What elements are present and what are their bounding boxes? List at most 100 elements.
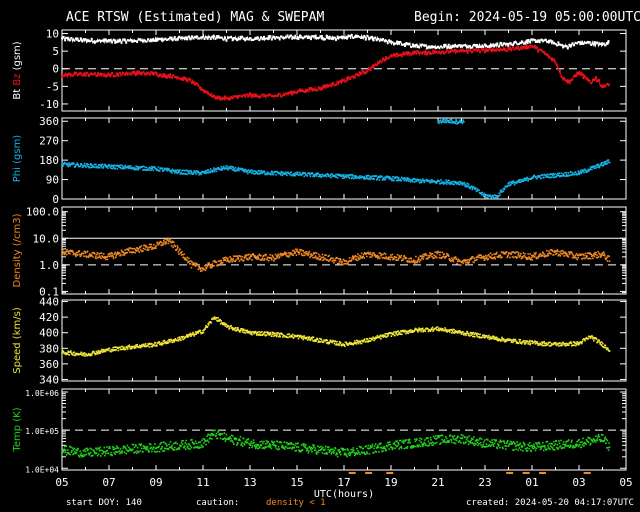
series-point-phi-upper: [449, 119, 451, 121]
series-point-phi: [316, 173, 319, 175]
series-point-phi: [237, 168, 239, 171]
series-point-phi: [512, 182, 514, 184]
series-point-phi-upper: [437, 119, 439, 122]
series-point-density: [582, 253, 585, 256]
series-point-phi: [263, 170, 266, 173]
series-point-density: [402, 257, 405, 260]
series-point-density: [319, 258, 322, 260]
series-point-phi: [537, 175, 540, 177]
series-point-bt: [576, 42, 579, 45]
series-point-phi: [351, 176, 354, 179]
series-point-phi: [443, 183, 445, 185]
series-point-temp: [253, 444, 256, 447]
series-point-speed: [533, 341, 536, 343]
series-point-speed: [95, 353, 97, 355]
series-point-density: [506, 255, 509, 258]
series-point-speed: [148, 346, 150, 348]
series-point-speed: [328, 341, 331, 344]
series-point-density: [318, 258, 321, 261]
series-point-temp: [173, 446, 176, 449]
series-point-temp: [134, 451, 136, 453]
series-point-temp: [273, 441, 276, 443]
series-point-speed: [287, 336, 289, 339]
series-point-temp: [367, 444, 370, 447]
series-point-temp: [311, 450, 313, 453]
series-point-bz: [391, 54, 394, 57]
series-point-phi: [144, 166, 146, 168]
series-point-temp: [289, 443, 291, 445]
series-point-bt: [272, 35, 275, 38]
series-point-speed: [149, 343, 152, 345]
series-point-bz: [165, 76, 168, 79]
series-point-bz: [607, 83, 610, 86]
series-point-phi: [476, 188, 479, 190]
series-point-temp: [348, 454, 350, 456]
series-point-temp: [197, 447, 200, 449]
series-point-speed: [296, 335, 299, 338]
series-point-bz: [425, 53, 428, 56]
series-point-phi: [560, 175, 562, 177]
series-point-temp: [315, 453, 318, 455]
series-point-phi: [223, 165, 225, 168]
series-point-phi: [607, 161, 609, 164]
series-point-temp: [210, 433, 213, 435]
series-point-density: [420, 255, 422, 258]
series-point-temp: [125, 452, 128, 455]
series-point-density: [251, 259, 253, 261]
series-point-speed: [61, 349, 64, 352]
series-point-temp: [104, 454, 106, 457]
series-point-phi: [177, 169, 179, 171]
series-point-density: [508, 252, 511, 255]
series-point-density: [601, 252, 604, 254]
series-point-bz: [372, 66, 375, 69]
series-point-bz: [134, 74, 137, 77]
series-point-speed: [84, 355, 86, 357]
series-point-phi: [486, 196, 488, 199]
series-point-bt: [383, 39, 386, 42]
series-point-bt: [582, 42, 585, 45]
series-point-temp: [331, 451, 333, 454]
series-point-speed: [319, 341, 322, 343]
series-point-phi: [564, 175, 567, 177]
series-point-bz: [432, 49, 435, 52]
series-point-bt: [284, 36, 287, 39]
series-point-temp: [225, 438, 227, 441]
series-point-speed: [154, 342, 157, 344]
series-point-density: [69, 249, 72, 252]
series-point-phi: [455, 183, 458, 185]
series-point-temp: [275, 447, 278, 450]
series-point-phi: [66, 163, 69, 165]
series-point-phi: [434, 182, 437, 184]
series-point-density: [475, 259, 477, 261]
series-point-bt: [516, 43, 519, 46]
series-point-density: [561, 249, 564, 252]
series-point-phi: [304, 172, 307, 175]
series-point-density: [126, 251, 129, 254]
series-point-bz: [593, 79, 596, 82]
series-point-speed: [121, 348, 123, 351]
series-point-phi: [175, 169, 178, 172]
series-point-temp: [233, 437, 236, 440]
series-point-speed: [443, 329, 446, 332]
series-point-temp: [77, 448, 79, 450]
series-point-speed: [400, 330, 403, 333]
series-point-speed: [325, 339, 327, 341]
series-point-speed: [564, 342, 567, 345]
series-point-phi: [152, 166, 154, 169]
ytick-label-phi: 270: [39, 135, 59, 148]
series-point-bt: [302, 37, 305, 40]
series-point-bz: [151, 71, 154, 74]
series-point-bt: [350, 33, 353, 36]
series-point-phi-upper: [439, 119, 442, 121]
series-point-speed: [135, 344, 137, 346]
series-point-density: [185, 259, 188, 261]
series-point-speed: [300, 337, 303, 339]
series-point-bt: [67, 37, 70, 40]
series-point-phi: [381, 179, 384, 181]
series-point-density: [139, 246, 142, 249]
series-point-speed: [164, 341, 166, 344]
series-point-density: [500, 256, 502, 259]
series-point-phi: [302, 172, 305, 175]
series-point-density: [253, 254, 255, 257]
series-point-bz: [364, 72, 367, 75]
